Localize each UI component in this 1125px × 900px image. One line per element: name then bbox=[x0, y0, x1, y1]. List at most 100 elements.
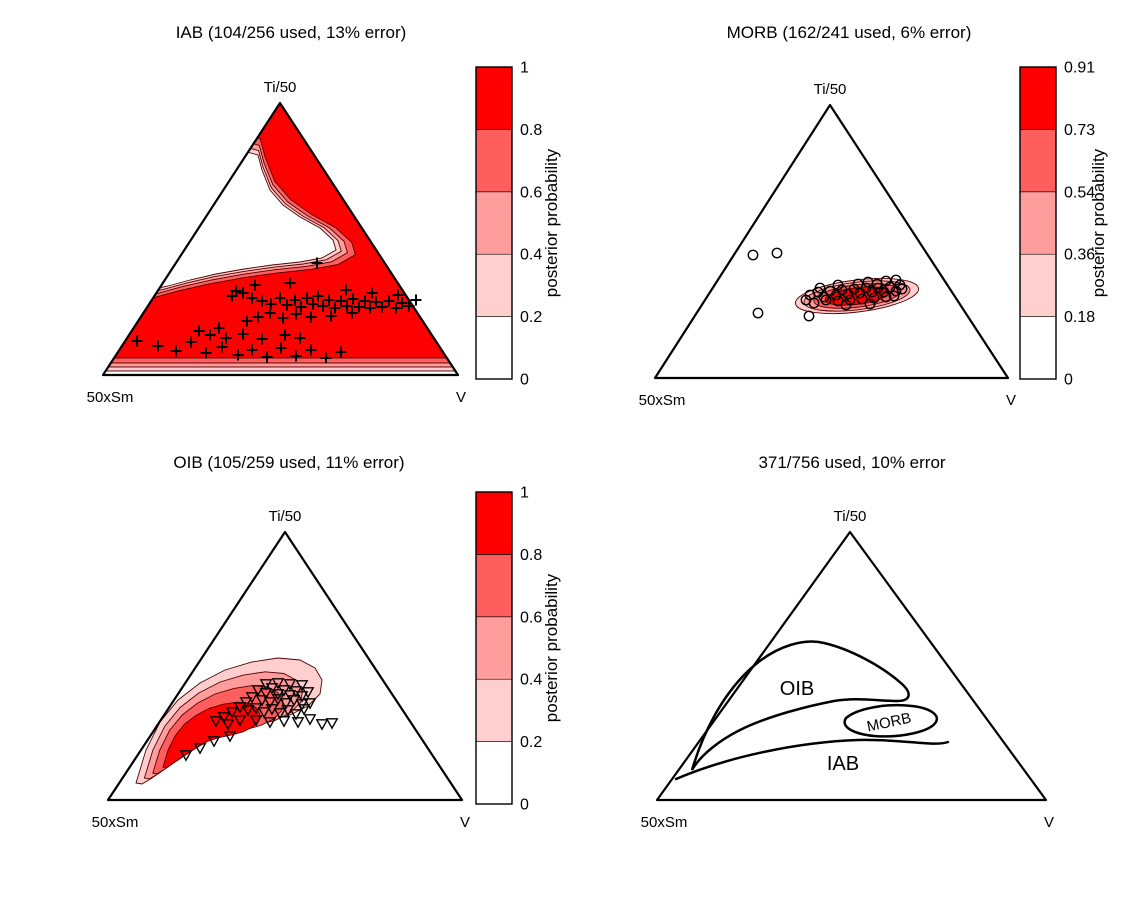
plus-marker bbox=[200, 347, 212, 359]
plus-marker bbox=[325, 310, 337, 322]
triangle-interior bbox=[657, 532, 1046, 800]
contour-band bbox=[103, 357, 458, 364]
data-points bbox=[131, 257, 422, 364]
colorbar-tick-label: 0.4 bbox=[520, 247, 542, 264]
plus-marker bbox=[237, 287, 249, 299]
triangle-down-marker bbox=[207, 736, 221, 748]
colorbar-tick-label: 0.8 bbox=[520, 122, 542, 139]
plus-marker bbox=[390, 302, 402, 314]
triangle-down-marker bbox=[303, 714, 317, 726]
plus-marker bbox=[252, 311, 264, 323]
colorbar-band bbox=[1019, 129, 1057, 193]
region-label-oib: OIB bbox=[780, 678, 814, 700]
plus-marker bbox=[185, 336, 197, 348]
axis-label-right: V bbox=[456, 389, 466, 406]
axis-label-left: 50xSm bbox=[639, 392, 686, 409]
plus-marker bbox=[246, 344, 258, 356]
plus-marker bbox=[131, 335, 143, 347]
plus-marker bbox=[256, 295, 268, 307]
plus-marker bbox=[264, 307, 276, 319]
axis-label-top: Ti/50 bbox=[814, 81, 847, 98]
plus-marker bbox=[170, 345, 182, 357]
plus-marker bbox=[307, 298, 319, 310]
plus-marker bbox=[204, 329, 216, 341]
triangle-down-marker bbox=[233, 715, 247, 727]
plus-marker bbox=[279, 329, 291, 341]
colorbar-band bbox=[475, 191, 513, 255]
colorbar-frame bbox=[475, 491, 513, 805]
triangle-interior bbox=[655, 105, 1008, 378]
plus-marker bbox=[294, 332, 306, 344]
colorbar-tick-label: 0.18 bbox=[1064, 309, 1095, 326]
triangle-down-marker bbox=[295, 680, 309, 692]
triangle-down-marker bbox=[325, 718, 339, 730]
colorbar-tick-label: 0.4 bbox=[520, 672, 542, 689]
colorbar-tick-label: 0.36 bbox=[1064, 247, 1095, 264]
triangle-down-marker bbox=[301, 687, 315, 699]
plus-marker bbox=[347, 293, 359, 305]
plus-marker bbox=[305, 344, 317, 356]
colorbar-axis-label: posterior probability bbox=[542, 573, 561, 722]
plus-marker bbox=[370, 296, 382, 308]
colorbar-tick-label: 0 bbox=[1064, 372, 1073, 389]
plus-marker bbox=[301, 292, 313, 304]
circle-marker bbox=[880, 291, 892, 303]
circle-marker bbox=[862, 276, 874, 288]
region-outline-MORB-region bbox=[843, 703, 939, 738]
region-outline-IAB-boundary bbox=[674, 738, 950, 781]
plus-marker bbox=[230, 285, 242, 297]
plus-marker bbox=[392, 289, 404, 301]
plus-marker bbox=[366, 287, 378, 299]
contour-band bbox=[125, 238, 137, 248]
plus-marker bbox=[311, 257, 323, 269]
plus-marker bbox=[341, 300, 353, 312]
plus-marker bbox=[290, 308, 302, 320]
plus-marker bbox=[256, 333, 268, 345]
colorbar-band bbox=[1019, 66, 1057, 130]
axis-label-top: Ti/50 bbox=[264, 79, 297, 96]
plus-marker bbox=[220, 332, 232, 344]
plus-marker bbox=[383, 295, 395, 307]
circle-marker bbox=[880, 275, 892, 287]
plus-marker bbox=[320, 352, 332, 364]
triangle-down-marker bbox=[193, 743, 207, 755]
colorbar-frame bbox=[1019, 66, 1057, 380]
colorbar-tick-label: 0.54 bbox=[1064, 184, 1095, 201]
colorbar-tick-label: 0.8 bbox=[520, 547, 542, 564]
axis-label-left: 50xSm bbox=[641, 814, 688, 831]
colorbar-band bbox=[1019, 191, 1057, 255]
plus-marker bbox=[340, 284, 352, 296]
triangle-down-marker bbox=[255, 695, 269, 707]
colorbar-tick-label: 0 bbox=[520, 797, 529, 814]
colorbar-axis-label: posterior probability bbox=[542, 148, 561, 297]
triangle-down-marker bbox=[291, 717, 305, 729]
axis-label-left: 50xSm bbox=[92, 814, 139, 831]
colorbar-tick-label: 1 bbox=[520, 60, 529, 77]
triangle-down-marker bbox=[315, 719, 329, 731]
triangle-down-marker bbox=[277, 716, 291, 728]
contour-band bbox=[120, 234, 142, 252]
colorbar-band bbox=[1019, 316, 1057, 380]
plus-marker bbox=[396, 297, 408, 309]
plus-marker bbox=[295, 301, 307, 313]
colorbar-tick-label: 0.73 bbox=[1064, 122, 1095, 139]
plus-marker bbox=[241, 315, 253, 327]
triangle-down-marker bbox=[209, 716, 223, 728]
triangle-down-marker bbox=[279, 698, 293, 710]
colorbar-tick-label: 0.6 bbox=[520, 184, 542, 201]
triangle-down-marker bbox=[263, 717, 277, 729]
triangle-down-marker bbox=[271, 678, 285, 690]
colorbar-band bbox=[475, 554, 513, 618]
circle-marker bbox=[800, 294, 812, 306]
circle-marker bbox=[840, 299, 852, 311]
plus-marker bbox=[346, 307, 358, 319]
panel-title: IAB (104/256 used, 13% error) bbox=[176, 23, 407, 42]
data-points bbox=[747, 247, 908, 322]
triangle-down-marker bbox=[297, 704, 311, 716]
plus-marker bbox=[274, 292, 286, 304]
triangle-down-marker bbox=[303, 698, 317, 710]
plus-marker bbox=[277, 312, 289, 324]
data-points bbox=[179, 678, 339, 762]
